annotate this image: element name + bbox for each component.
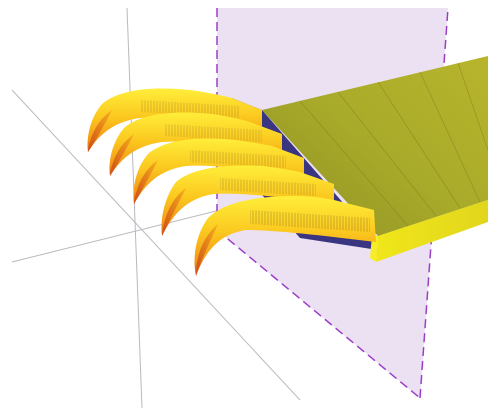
hook-3[interactable]	[133, 138, 304, 204]
hook-2[interactable]	[109, 112, 282, 176]
hook-5[interactable]	[194, 196, 377, 276]
hook-4[interactable]	[161, 165, 334, 236]
slab-side-face	[376, 200, 488, 262]
slab-end-face	[370, 236, 378, 262]
hooks-group	[87, 88, 377, 276]
slab-top-face	[262, 56, 488, 236]
slab-ribs	[299, 62, 488, 227]
axis-z	[126, 7, 143, 408]
axis-x	[11, 89, 301, 401]
